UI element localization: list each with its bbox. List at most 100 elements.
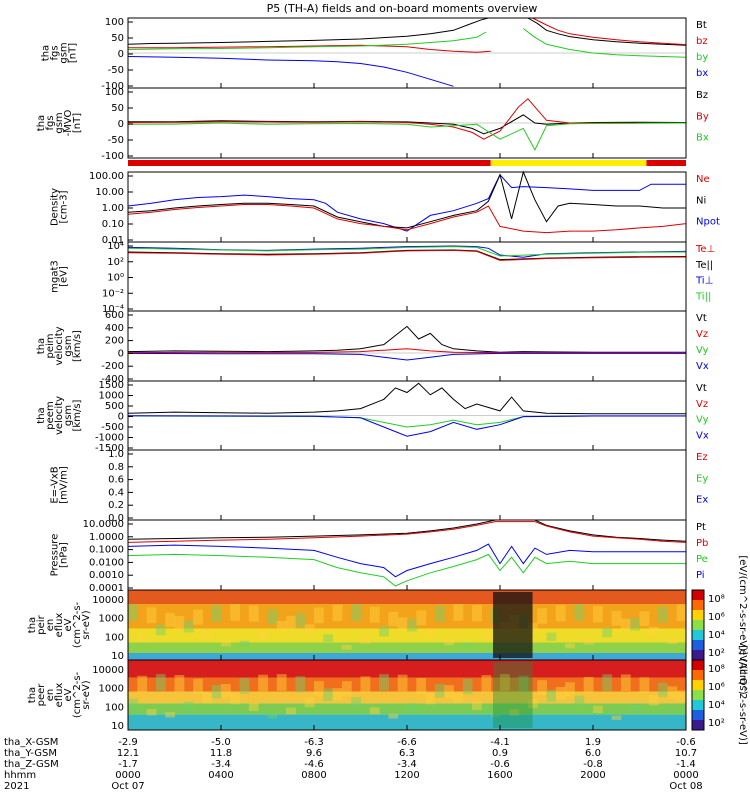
legend-entry: bz: [696, 36, 708, 47]
spectrogram-column: [248, 702, 259, 712]
x-row-label: tha_X-GSM: [4, 737, 58, 748]
spectrogram-column: [304, 697, 315, 708]
spectrogram-column: [630, 617, 640, 631]
y-tick-label: 100: [105, 632, 124, 643]
y-tick-label: 600: [105, 310, 124, 321]
spectrogram-column: [276, 674, 287, 691]
colorbar-segment: [692, 710, 704, 721]
x-tick-value: 0000: [115, 770, 140, 781]
spectrogram-column: [667, 637, 678, 644]
y-axis-label: (cm^2-s-: [72, 601, 83, 648]
spectrogram-column: [434, 683, 445, 698]
spectrogram-column: [239, 640, 250, 647]
x-tick-value: 1200: [394, 770, 419, 781]
legend-entry: By: [696, 111, 709, 122]
spectrogram-column: [137, 675, 148, 693]
legend-entry: Vx: [696, 361, 709, 372]
y-axis-label: [nT]: [68, 43, 79, 63]
x-tick-value: 11.8: [210, 748, 232, 759]
y-tick-label: 1000: [99, 614, 124, 625]
y-tick-label: 10²: [107, 257, 124, 268]
spectrogram-column: [481, 631, 492, 641]
spectrogram-column: [379, 626, 389, 637]
y-tick-label: -1500: [95, 443, 124, 454]
legend-entry: Pt: [696, 522, 706, 533]
spectrogram-column: [351, 604, 361, 621]
colorbar-tick-label: 10⁸: [708, 664, 725, 675]
colorbar-peer: 10⁸ 10⁶ 10⁴ 10² [eV/(cm^2-s-sr-eV)]: [691, 645, 748, 745]
y-axis-label: Pressure: [50, 534, 61, 577]
y-axis-label: [cm-3]: [59, 190, 70, 223]
colorbar-segment: [692, 600, 704, 611]
status-bar: [128, 160, 686, 166]
legend-entry: Ni: [696, 195, 706, 206]
spectrogram-column: [286, 615, 296, 630]
x-tick-value: Oct 07: [111, 781, 144, 792]
legend-entry: Te⊥: [695, 244, 715, 255]
y-tick-label: 400: [105, 323, 124, 334]
spectrogram-column: [630, 704, 640, 713]
y-axis-label: eV: [63, 688, 74, 701]
series-line-Npot: [127, 173, 686, 232]
x-tick-value: 0000: [673, 770, 698, 781]
x-tick-value: 1.9: [585, 737, 601, 748]
colorbar-tick-label: 10⁶: [708, 682, 725, 693]
status-segment: [490, 160, 647, 166]
series-line-Pi: [127, 543, 686, 578]
spectrogram-column: [620, 674, 631, 692]
spectrogram-column: [286, 707, 296, 715]
spectrogram-column: [295, 613, 306, 628]
legend-entry: Bt: [696, 20, 707, 31]
colorbar-segment: [692, 690, 704, 701]
x-tick-value: 9.6: [306, 748, 322, 759]
spectrogram-column: [202, 691, 213, 704]
y-tick-label: 1000: [99, 684, 124, 695]
x-tick-value: -3.4: [211, 759, 231, 770]
legend-entry: Ey: [696, 473, 708, 484]
spectrogram-column: [323, 634, 334, 643]
spectrogram-column: [602, 674, 613, 692]
y-tick-label: -1000: [95, 433, 124, 444]
spectrogram-column: [332, 688, 343, 701]
x-tick-value: -4.6: [304, 759, 324, 770]
legend-entry: Pb: [696, 538, 708, 549]
y-axis-label: tha: [41, 45, 52, 61]
spectrogram-feature: [493, 662, 533, 728]
spectrogram-column: [500, 674, 510, 691]
spectrogram-column: [574, 604, 585, 621]
spectrogram-column: [537, 680, 547, 696]
series-line-bz: [532, 17, 687, 46]
x-tick-value: -6.6: [397, 737, 417, 748]
spectrogram-column: [211, 605, 222, 622]
spectrogram-column: [593, 705, 603, 713]
panel-efield: 1.0 0.8 0.60.4 0.2 0.0 Ez Ey Ex E=-VxB[mV/m]: [50, 449, 709, 524]
y-tick-label: -400: [101, 374, 124, 385]
y-tick-label: 0.0010: [89, 570, 124, 581]
x-row-label: 2021: [4, 781, 29, 792]
series-line-Pt: [127, 519, 687, 542]
spectrogram-column: [583, 676, 594, 693]
legend-entry: Bx: [696, 133, 709, 144]
y-tick-label: 0.0001: [89, 583, 124, 594]
panel-peir: 10⁸ 10⁶ 10⁴ 10² [eV/(cm^2-s-sr-eV)] (All Qs)…: [27, 555, 748, 694]
y-tick-label: -200: [101, 361, 124, 372]
spectrogram-column: [462, 678, 473, 695]
spectrogram-column: [676, 690, 687, 703]
spectrogram-column: [593, 606, 603, 623]
spectrogram-column: [527, 622, 538, 635]
colorbar-segment: [692, 640, 704, 651]
spectrogram-column: [527, 698, 538, 709]
colorbar-segment: [692, 590, 704, 601]
spectrogram-column: [221, 683, 231, 698]
y-tick-label: 1000: [99, 391, 124, 402]
colorbar-label: [eV/(cm^2-s-sr-eV)] (All Qs): [737, 555, 748, 694]
y-axis-label: en: [45, 619, 56, 632]
spectrogram-column: [174, 675, 185, 692]
colorbar-segment: [692, 620, 704, 631]
colorbar-tick-label: 10⁴: [708, 700, 725, 711]
spectrogram-column: [555, 604, 566, 622]
legend-entry: Ti||: [695, 291, 711, 302]
legend-entry: Vy: [696, 415, 709, 426]
